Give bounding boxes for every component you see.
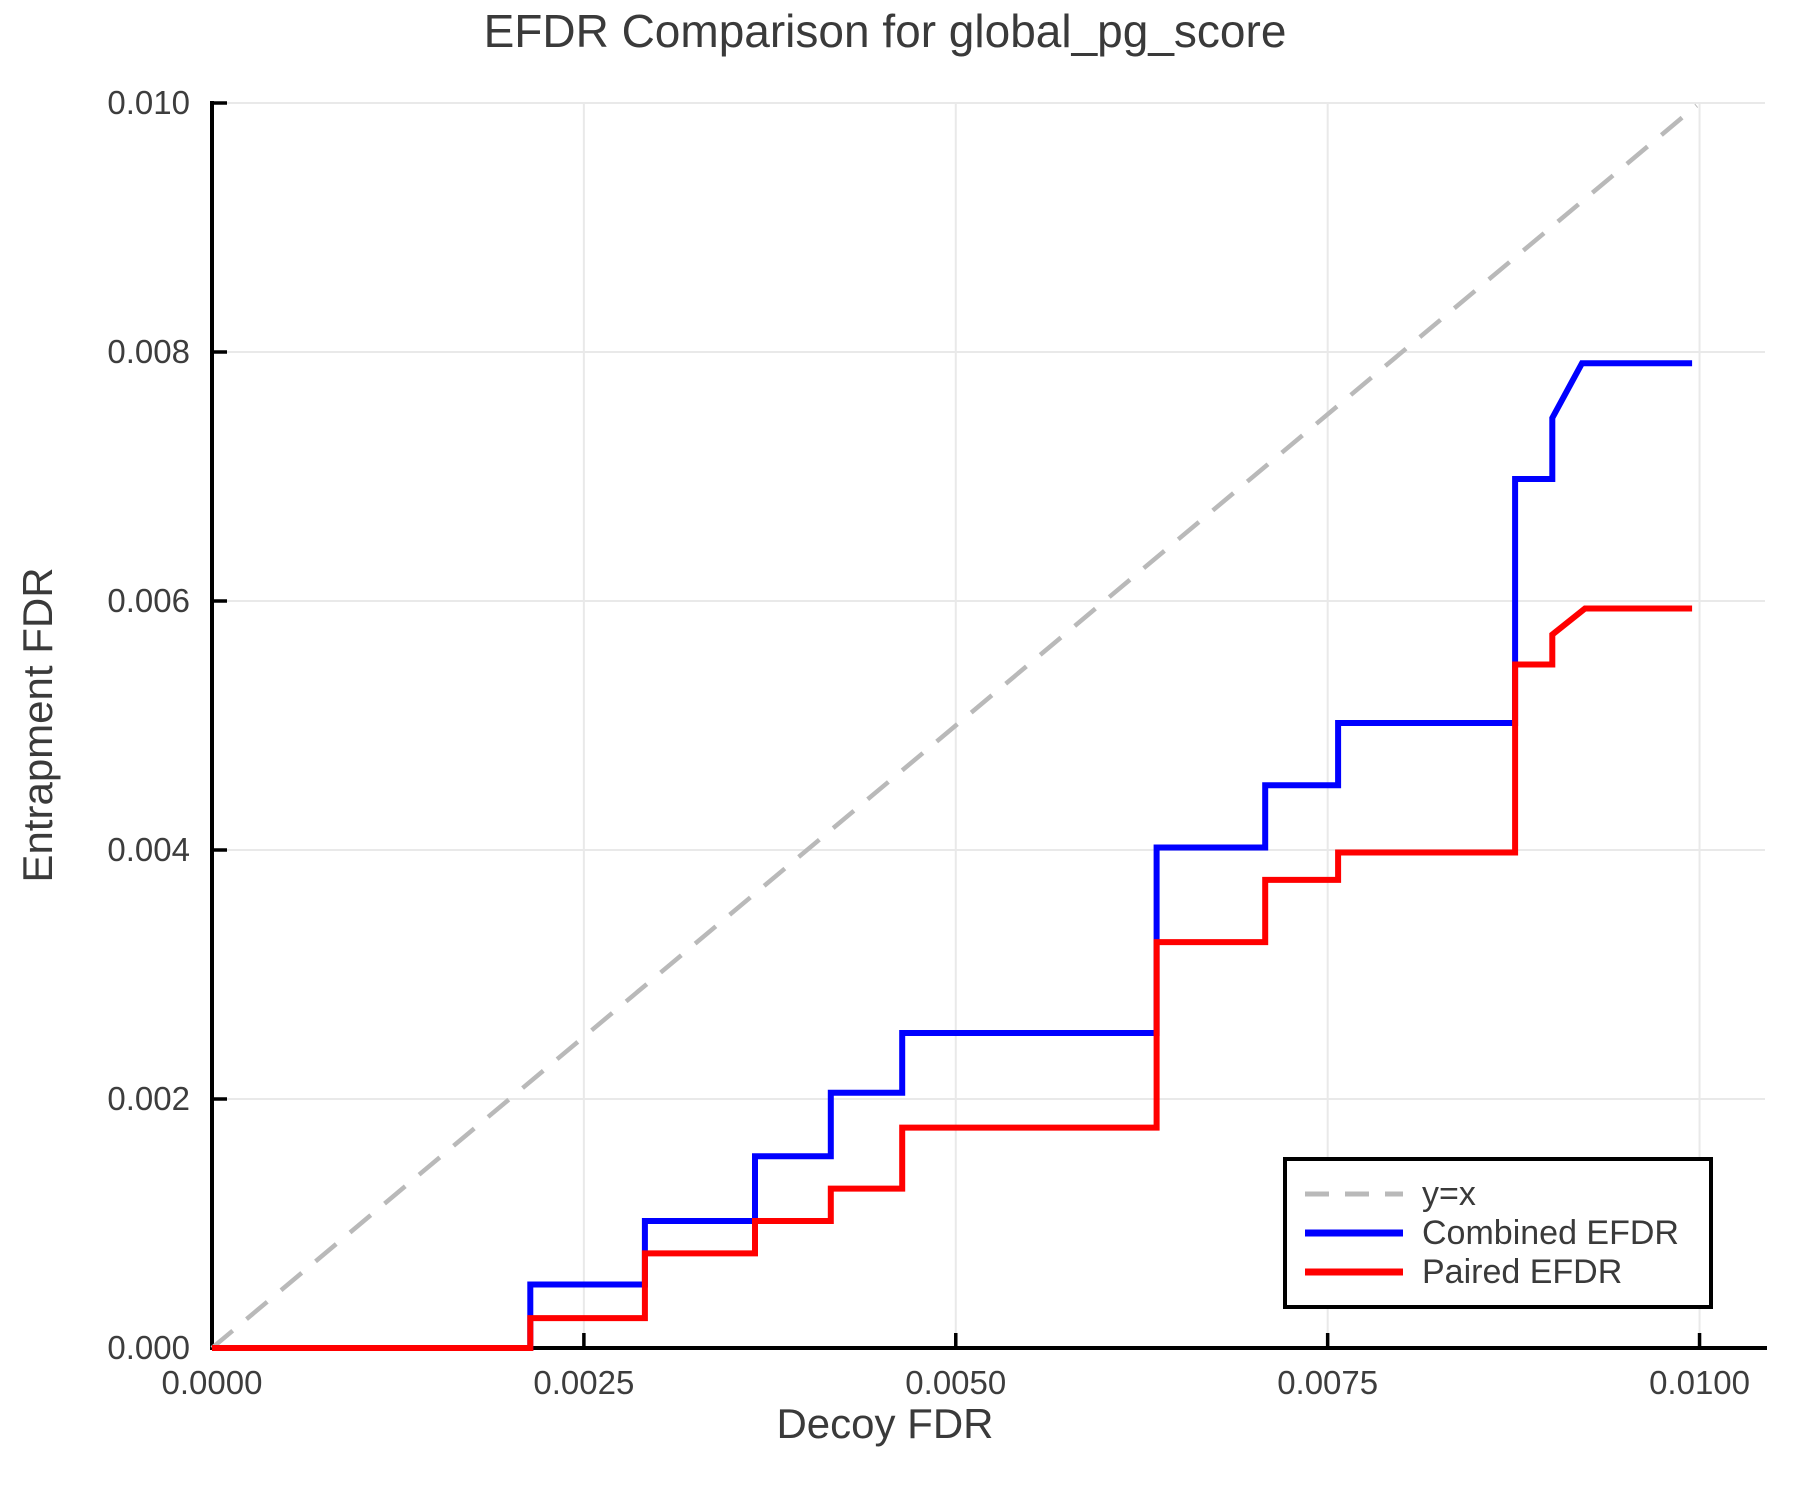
legend-label: Combined EFDR [1422,1213,1679,1252]
y-tick-label: 0.010 [107,84,190,121]
series-line-y-x [210,103,1699,1350]
y-tick-label: 0.008 [107,333,190,370]
y-tick-label: 0.002 [107,1080,190,1117]
series-line-paired-efdr [212,605,1693,1351]
y-tick-label: 0.000 [107,1329,190,1366]
y-tick-label: 0.004 [107,831,190,868]
legend-label: Paired EFDR [1422,1252,1623,1291]
legend-line-sample [1305,1268,1403,1276]
x-tick-label: 0.0025 [533,1364,635,1401]
legend-item-combined-efdr: Combined EFDR [1301,1214,1709,1253]
x-tick-label: 0.0050 [905,1364,1007,1401]
legend-line-sample [1305,1229,1403,1237]
data-series-lines [210,103,1699,1351]
x-tick-label: 0.0100 [1649,1364,1751,1401]
x-tick-label: 0.0000 [161,1364,263,1401]
chart-title: EFDR Comparison for global_pg_score [483,5,1287,57]
x-tick-label: 0.0075 [1277,1364,1379,1401]
axis-tick-marks [210,101,1702,1350]
legend-label: y=x [1422,1174,1476,1213]
legend-item-y-x: y=x [1301,1175,1709,1214]
y-tick-label: 0.006 [107,582,190,619]
legend: y=x Combined EFDR Paired EFDR [1283,1157,1713,1309]
legend-line-sample [1305,1191,1403,1197]
y-axis-label: Entrapment FDR [14,567,61,883]
legend-item-paired-efdr: Paired EFDR [1301,1253,1709,1292]
x-axis-label: Decoy FDR [776,1400,994,1447]
